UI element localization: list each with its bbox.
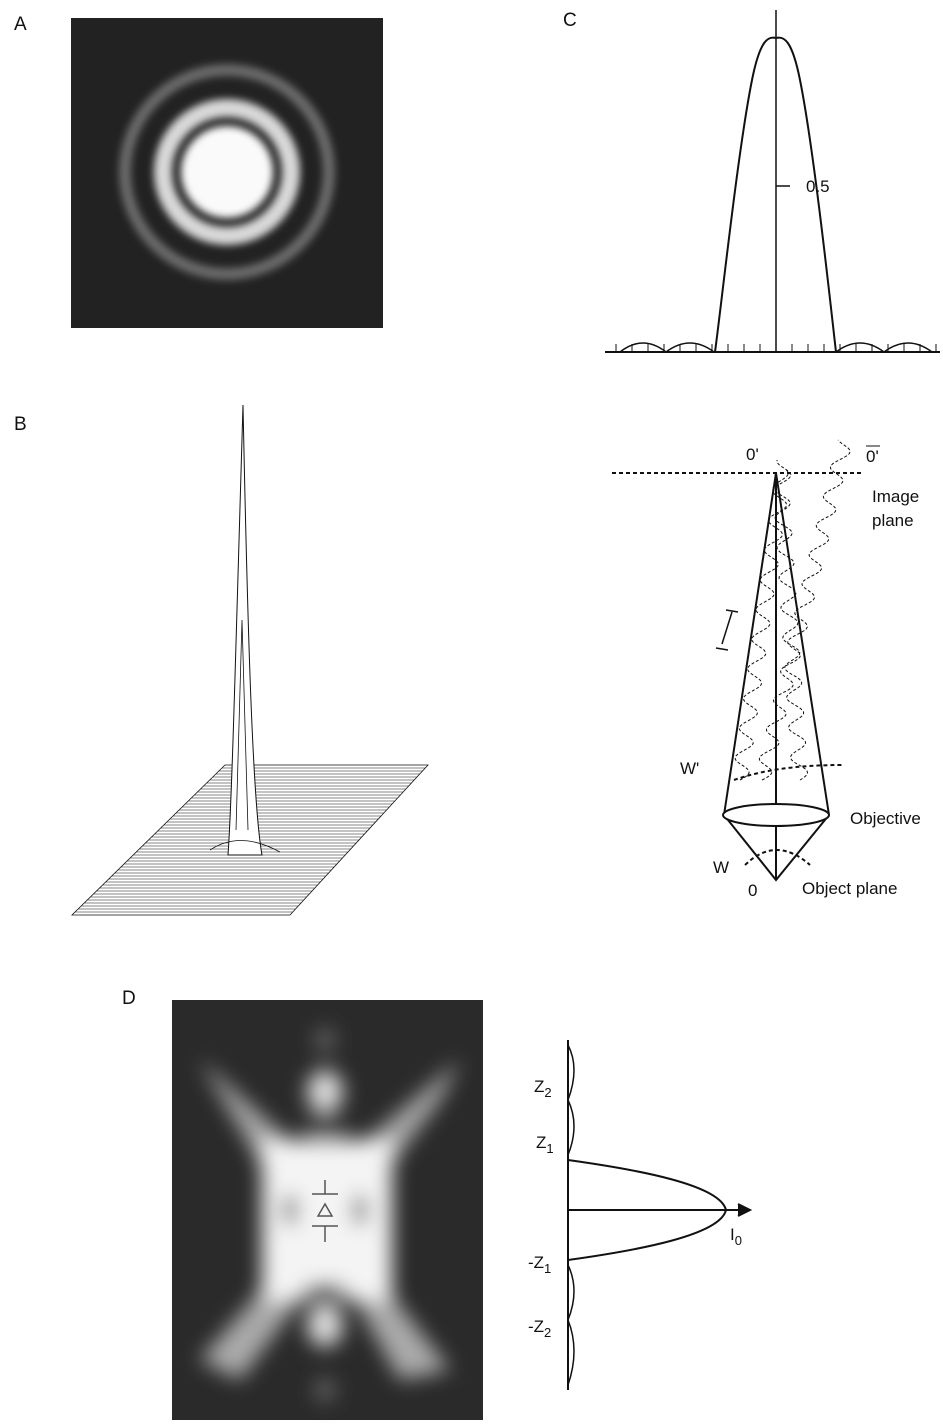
- plane-label: Image: [872, 487, 919, 506]
- label-base: Z: [534, 1077, 544, 1096]
- panel-label: D: [122, 988, 136, 1009]
- axis-label: Z2: [534, 1077, 552, 1100]
- plane-label: plane: [872, 511, 914, 530]
- point-label: 0': [746, 445, 759, 464]
- lens-label: Objective: [850, 809, 921, 828]
- label-base: -Z: [528, 1253, 544, 1272]
- label-sub: 0: [735, 1233, 742, 1248]
- label-sub: 2: [544, 1325, 551, 1340]
- wavefront-label: W: [713, 858, 729, 877]
- axis-label: I0: [730, 1225, 742, 1248]
- label-sub: 2: [544, 1085, 551, 1100]
- intensity-profile: [605, 10, 940, 352]
- figure: A B C D 0.5 0' 0' Image plane W' Objecti…: [0, 0, 943, 1427]
- intensity-surface: [72, 405, 428, 915]
- panel-label: C: [563, 10, 577, 31]
- axial-image: [172, 1000, 483, 1420]
- axial-profile: [568, 1040, 750, 1390]
- point-label: 0: [748, 881, 757, 900]
- label-base: -Z: [528, 1317, 544, 1336]
- panel-label: A: [14, 14, 27, 35]
- axis-label: Z1: [536, 1133, 554, 1156]
- label-sub: 1: [544, 1261, 551, 1276]
- panel-label: B: [14, 414, 27, 435]
- axis-label: 0.5: [806, 177, 830, 196]
- label-base: Z: [536, 1133, 546, 1152]
- airy-image: [71, 18, 383, 328]
- plane-label: Object plane: [802, 879, 897, 898]
- wavefront-label: W': [680, 759, 699, 778]
- axis-label: -Z2: [528, 1317, 551, 1340]
- point-label: 0': [866, 447, 879, 466]
- axis-label: -Z1: [528, 1253, 551, 1276]
- optics-diagram: [612, 440, 880, 880]
- label-sub: 1: [546, 1141, 553, 1156]
